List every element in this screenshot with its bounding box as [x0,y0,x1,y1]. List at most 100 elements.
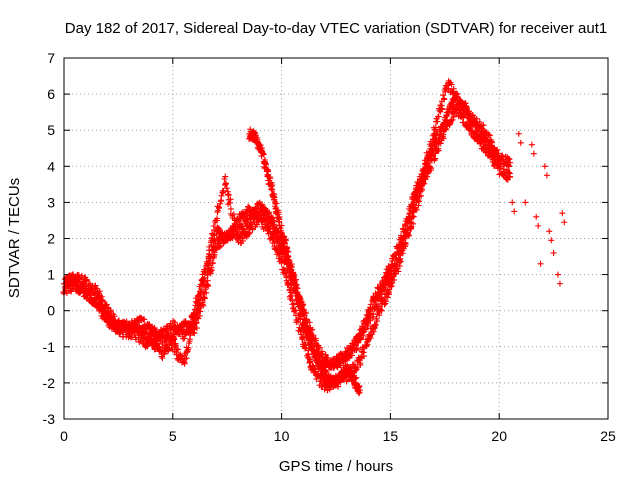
data-point [421,166,428,173]
data-point [388,283,395,290]
data-point [427,164,434,171]
data-point [153,338,160,345]
data-point [283,277,290,284]
data-point [444,109,451,116]
data-point [432,155,439,162]
data-point [413,197,420,204]
data-point [378,307,385,314]
data-point [131,329,138,336]
data-point [507,159,514,166]
data-point [353,374,360,381]
data-point [235,217,242,224]
data-point [443,112,450,119]
data-point [294,285,301,292]
data-point [410,220,417,227]
data-point [449,116,456,123]
data-point [382,284,389,291]
data-point [186,338,193,345]
data-point [302,341,309,348]
data-point [278,227,285,234]
data-point [74,278,81,285]
data-point [530,150,537,157]
data-point [298,331,305,338]
data-points [60,77,568,397]
data-point [353,366,360,373]
plot-frame [63,57,609,420]
data-point [159,355,166,362]
data-point [104,304,111,311]
data-point [385,290,392,297]
data-point [203,289,210,296]
data-point [402,239,409,246]
data-point [363,319,370,326]
data-point [157,336,164,343]
data-point [431,130,438,137]
data-point [408,215,415,222]
data-point [254,134,261,141]
data-point [261,205,268,212]
data-point [404,224,411,231]
data-point [217,200,224,207]
data-point [426,151,433,158]
data-point [222,180,229,187]
data-point [257,215,264,222]
data-point [450,113,457,120]
data-point [227,196,234,203]
data-point [496,156,503,163]
data-point [190,309,197,316]
data-point [232,223,239,230]
data-point [503,176,510,183]
data-point [107,307,114,314]
data-point [227,205,234,212]
data-point [97,303,104,310]
y-tick-label: 0 [47,303,55,319]
data-point [517,139,524,146]
x-tick-label: 25 [600,428,616,444]
data-point [448,81,455,88]
data-point [395,268,402,275]
data-point [165,330,172,337]
data-point [260,151,267,158]
data-point [97,304,104,311]
data-point [194,302,201,309]
data-point [178,353,185,360]
data-point [269,186,276,193]
data-point [365,320,372,327]
data-point [559,210,566,217]
data-point [295,316,302,323]
data-point [390,270,397,277]
data-point [480,122,487,129]
data-point [401,243,408,250]
data-point [199,271,206,278]
data-point [376,312,383,319]
data-point [556,280,563,287]
data-point [214,225,221,232]
data-point [181,359,188,366]
data-point [231,220,238,227]
data-point [323,369,330,376]
data-point [306,319,313,326]
data-point [269,190,276,197]
data-point [454,91,461,98]
data-point [481,139,488,146]
data-point [68,288,75,295]
data-point [235,237,242,244]
data-point [387,274,394,281]
y-tick-label: -1 [43,339,56,355]
data-point [165,346,172,353]
data-point [486,132,493,139]
data-point [104,317,111,324]
data-point [561,219,568,226]
data-point [275,209,282,216]
data-point [546,228,553,235]
data-point [387,275,394,282]
data-point [197,288,204,295]
chart-title: Day 182 of 2017, Sidereal Day-to-day VTE… [65,20,607,37]
data-point [372,321,379,328]
data-point [419,186,426,193]
data-point [241,210,248,217]
data-point [515,130,522,137]
data-point [180,335,187,342]
data-point [70,276,77,283]
